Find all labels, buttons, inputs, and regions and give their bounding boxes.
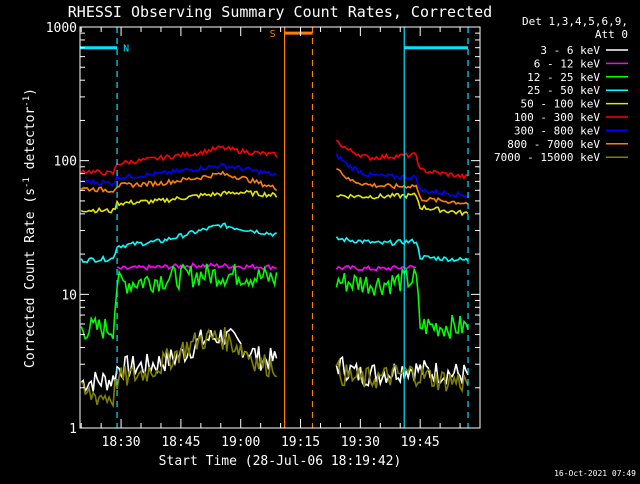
legend-label-4: 50 - 100 keV [521,98,601,111]
plot-area: NS [80,27,469,428]
series-line-4-segment-0 [80,189,278,214]
legend-label-2: 12 - 25 keV [527,71,600,84]
series-line-3-segment-1 [335,236,469,263]
y-axis-label: Corrected Count Rate (s-1 detector-1) [22,88,38,368]
y-axis-label-exponent-1: -1 [22,177,32,188]
legend-label-0: 3 - 6 keV [540,44,600,57]
x-tick-label-3: 19:15 [281,435,320,450]
legend-label-8: 7000 - 15000 keV [494,151,600,164]
x-tick-label-1: 18:45 [161,435,200,450]
series-line-7-segment-0 [80,170,278,194]
series-line-8 [80,327,469,409]
y-tick-label-2: 100 [54,155,77,170]
legend-label-5: 100 - 300 keV [514,111,600,124]
legend-label-3: 25 - 50 keV [527,84,600,97]
legend-label-1: 6 - 12 keV [534,57,601,70]
series-line-1 [116,261,417,272]
y-tick-label-3: 1000 [46,21,77,36]
y-tick-label-1: 10 [61,288,77,303]
marker-N-group: N [80,27,469,428]
series-line-5 [80,139,469,180]
x-tick-label-0: 18:30 [102,435,141,450]
series-line-3-segment-0 [80,222,277,264]
attenuator-label: Att 0 [595,28,628,41]
x-tick-label-5: 19:45 [401,435,440,450]
y-axis-label-exponent-2: -1 [22,96,32,107]
series-line-8-segment-1 [335,359,469,394]
y-tick-label-0: 1 [69,422,77,437]
x-axis-label: Start Time (28-Jul-06 18:19:42) [159,454,402,469]
series-line-5-segment-1 [335,139,469,180]
series-line-5-segment-0 [80,145,278,176]
y-axis-label-close: ) [23,88,38,96]
series-line-2 [80,263,469,341]
detector-list-label: Det 1,3,4,5,6,9, [522,15,628,28]
marker-N-label: N [123,44,129,55]
series-line-1-segment-0 [116,261,277,271]
marker-S-label: S [270,29,276,40]
y-axis-label-main: Corrected Count Rate (s [23,188,38,368]
x-tick-label-4: 19:30 [341,435,380,450]
series-line-2-segment-0 [80,263,278,341]
legend-label-6: 300 - 800 keV [514,124,600,137]
series-line-6-segment-1 [335,152,469,198]
series-line-4-segment-1 [336,192,469,217]
x-tick-label-2: 19:00 [221,435,260,450]
marker-S-group: S [270,27,314,428]
series-line-3 [80,222,469,264]
series-line-8-segment-0 [80,327,278,409]
plot-frame [79,26,481,429]
detector-info: Det 1,3,4,5,6,9, Att 0 [522,15,628,41]
y-axis-label-mid: detector [23,107,38,178]
series-line-7 [80,168,469,205]
footer-timestamp: 16-Oct-2021 07:49 [554,469,636,478]
axes: 1 10 100 1000 18:30 18:45 19:00 19:15 19:30 19:45 [46,21,481,450]
chart-title: RHESSI Observing Summary Count Rates, Co… [68,3,492,21]
series-line-4 [80,189,469,217]
series-line-1-segment-1 [335,264,417,272]
series-line-6 [81,152,469,198]
legend-label-7: 800 - 7000 keV [507,138,600,151]
series-line-7-segment-1 [336,168,469,205]
series-line-2-segment-1 [335,266,469,339]
series-line-6-segment-0 [81,162,277,186]
